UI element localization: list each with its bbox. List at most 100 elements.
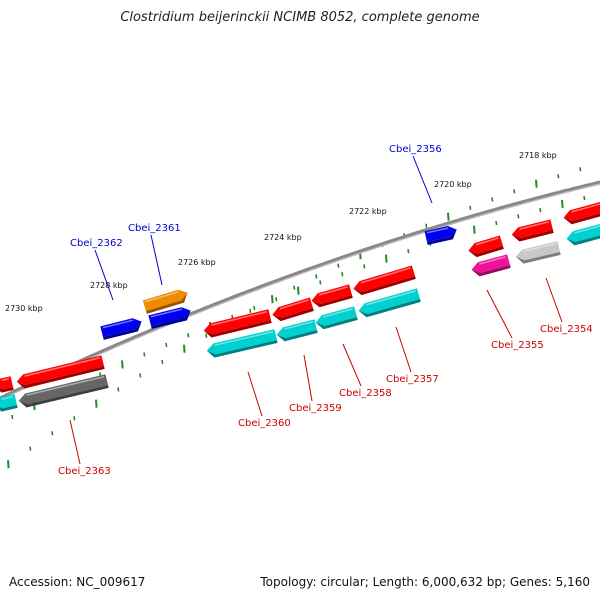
genome-summary-text: Topology: circular; Length: 6,000,632 bp…	[260, 575, 590, 589]
inner-tick	[297, 286, 300, 295]
gene-cyan-partial-right[interactable]	[565, 223, 600, 247]
outer-tick	[447, 212, 450, 221]
outer-tick	[249, 308, 252, 314]
backbone-highlight	[0, 183, 600, 401]
gene-cbei-2357[interactable]	[352, 265, 416, 296]
outer-tick	[315, 274, 318, 279]
inner-tick	[165, 342, 168, 347]
forward-gene-label-cbei_2361[interactable]: Cbei_2361	[128, 223, 181, 234]
ruler-label: 2728 kbp	[90, 281, 128, 290]
inner-tick	[407, 248, 410, 254]
inner-tick	[561, 199, 564, 209]
outer-tick	[117, 387, 120, 392]
genome-backbone	[0, 180, 600, 401]
gene-cbei-2363-upper[interactable]	[15, 355, 105, 390]
leader-cbei_2354	[545, 277, 563, 323]
ruler-ticks	[7, 167, 586, 469]
outer-tick	[139, 373, 142, 378]
gene-cbei-2359[interactable]	[271, 297, 314, 322]
inner-tick	[275, 297, 278, 302]
gene-cbei-2355-upper[interactable]	[467, 235, 504, 258]
inner-tick	[363, 264, 366, 269]
inner-tick	[253, 305, 256, 311]
reverse-gene-label-cbei_2354[interactable]: Cbei_2354	[540, 324, 593, 335]
leader-cbei_2363	[69, 419, 81, 465]
gene-cbei-2356[interactable]	[424, 224, 459, 245]
outer-tick	[205, 333, 208, 338]
inner-tick	[143, 352, 146, 357]
leader-cbei_2360	[247, 371, 263, 417]
inner-tick	[187, 333, 190, 338]
gene-cbei-2362[interactable]	[100, 316, 143, 340]
inner-tick	[341, 272, 344, 277]
inner-tick	[121, 360, 124, 369]
gene-partial-left[interactable]	[0, 376, 14, 394]
forward-gene-label-cbei_2362[interactable]: Cbei_2362	[70, 238, 123, 249]
label-leaders	[69, 155, 563, 465]
leader-cbei_2361	[150, 234, 163, 286]
inner-tick	[495, 220, 498, 226]
ruler-label: 2722 kbp	[349, 207, 387, 216]
inner-tick	[385, 254, 388, 263]
inner-tick	[473, 225, 476, 234]
gene-cyan-2359[interactable]	[275, 319, 318, 343]
outer-tick	[7, 460, 10, 469]
backbone-line	[0, 180, 600, 400]
ruler-label: 2726 kbp	[178, 258, 216, 267]
leader-cbei_2355	[486, 289, 513, 339]
outer-tick	[337, 263, 340, 268]
outer-tick	[535, 179, 538, 188]
inner-tick	[539, 207, 542, 213]
outer-tick	[73, 416, 76, 421]
gene-cyan-2358[interactable]	[314, 306, 358, 330]
reverse-gene-label-cbei_2357[interactable]: Cbei_2357	[386, 374, 439, 385]
inner-tick	[11, 414, 14, 420]
gene-cbei-2355[interactable]	[470, 254, 511, 278]
gene-features	[0, 201, 600, 413]
gene-cbei-2360[interactable]	[202, 309, 272, 339]
reverse-gene-label-cbei_2355[interactable]: Cbei_2355	[491, 340, 544, 351]
leader-cbei_2358	[342, 343, 362, 387]
gene-cbei-2363[interactable]	[17, 374, 109, 409]
gene-cbei-2358[interactable]	[310, 284, 353, 308]
gene-partial-right[interactable]	[562, 201, 600, 225]
ruler-label: 2720 kbp	[434, 180, 472, 189]
gene-labels: Cbei_2356 Cbei_2361 Cbei_2362 Cbei_2354 Cbei…	[58, 144, 593, 477]
outer-tick	[469, 205, 472, 211]
gene-cbei-2354[interactable]	[515, 241, 561, 265]
gene-cbei-2361[interactable]	[148, 305, 192, 329]
reverse-gene-label-cbei_2358[interactable]: Cbei_2358	[339, 388, 392, 399]
outer-tick	[491, 197, 494, 202]
reverse-gene-label-cbei_2359[interactable]: Cbei_2359	[289, 403, 342, 414]
outer-tick	[161, 359, 164, 365]
gene-cyan-2357[interactable]	[357, 288, 421, 318]
gene-unlabeled[interactable]	[142, 287, 190, 314]
ruler-label: 2718 kbp	[519, 151, 557, 160]
outer-tick	[29, 446, 32, 451]
outer-tick	[513, 189, 516, 194]
ruler-label: 2724 kbp	[264, 233, 302, 242]
accession-text: Accession: NC_009617	[9, 575, 146, 589]
outer-tick	[271, 295, 274, 304]
gene-cyan-partial-left[interactable]	[0, 394, 18, 413]
reverse-gene-label-cbei_2363[interactable]: Cbei_2363	[58, 466, 111, 477]
inner-tick	[517, 214, 520, 219]
gene-cyan-2360[interactable]	[206, 329, 278, 359]
leader-cbei_2359	[303, 354, 313, 402]
inner-tick	[583, 195, 586, 201]
outer-tick	[557, 174, 560, 179]
outer-tick	[95, 399, 98, 408]
forward-gene-label-cbei_2356[interactable]: Cbei_2356	[389, 144, 442, 155]
inner-tick	[319, 280, 322, 285]
reverse-gene-label-cbei_2360[interactable]: Cbei_2360	[238, 418, 291, 429]
leader-cbei_2357	[395, 326, 412, 373]
outer-tick	[425, 223, 428, 228]
outer-tick	[51, 431, 54, 436]
ruler-label: 2730 kbp	[5, 304, 43, 313]
outer-tick	[293, 285, 296, 290]
outer-tick	[183, 344, 186, 353]
gene-red-2[interactable]	[510, 219, 554, 243]
leader-cbei_2362	[94, 249, 114, 301]
outer-tick	[579, 167, 582, 172]
